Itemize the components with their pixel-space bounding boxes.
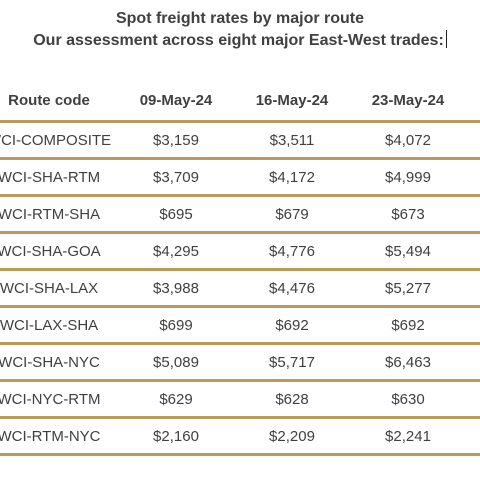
rate-value-cell: $5,494	[350, 232, 466, 271]
row-spacer-cell	[466, 380, 480, 419]
table-row: WCI-SHA-NYC $5,089 $5,717 $6,463	[0, 343, 480, 382]
row-spacer-cell	[466, 195, 480, 234]
rate-value-cell: $2,241	[350, 417, 466, 456]
route-code-cell: WCI-NYC-RTM	[0, 380, 118, 419]
rate-value-cell: $4,295	[118, 232, 234, 271]
row-spacer-cell	[466, 121, 480, 160]
table-row: WCI-SHA-RTM $3,709 $4,172 $4,999	[0, 158, 480, 197]
table-row: WCI-NYC-RTM $629 $628 $630	[0, 380, 480, 419]
rate-value-cell: $6,463	[350, 343, 466, 382]
rate-value-cell: $628	[234, 380, 350, 419]
route-code-cell: WCI-SHA-GOA	[0, 232, 118, 271]
table-body: WCI-COMPOSITE$3,159$3,511$4,072WCI-SHA-R…	[0, 121, 480, 456]
rate-value-cell: $4,072	[350, 121, 466, 160]
row-spacer-cell	[466, 343, 480, 382]
table-subtitle-line: Our assessment across eight major East-W…	[0, 30, 480, 52]
rate-value-cell: $3,159	[118, 121, 234, 160]
table-row: WCI-SHA-LAX $3,988 $4,476 $5,277	[0, 269, 480, 308]
rate-value-cell: $5,089	[118, 343, 234, 382]
rate-value-cell: $4,172	[234, 158, 350, 197]
column-header: Route code	[0, 80, 118, 123]
column-header: 16-May-24	[234, 80, 350, 123]
row-spacer-cell	[466, 158, 480, 197]
route-code-cell: WCI-RTM-NYC	[0, 417, 118, 456]
rate-value-cell: $692	[350, 306, 466, 345]
row-spacer-cell	[466, 417, 480, 456]
rate-value-cell: $630	[350, 380, 466, 419]
column-header: 23-May-24	[350, 80, 466, 123]
route-code-cell: WCI-COMPOSITE	[0, 121, 118, 160]
rates-table-container: Route code 09-May-24 16-May-24 23-May-24…	[0, 80, 480, 456]
column-header: 09-May-24	[118, 80, 234, 123]
table-row: WCI-LAX-SHA $699 $692 $692	[0, 306, 480, 345]
route-code-cell: WCI-LAX-SHA	[0, 306, 118, 345]
row-spacer-cell	[466, 232, 480, 271]
row-spacer-cell	[466, 306, 480, 345]
rate-value-cell: $629	[118, 380, 234, 419]
rate-value-cell: $673	[350, 195, 466, 234]
table-row: WCI-RTM-NYC $2,160 $2,209 $2,241	[0, 417, 480, 456]
table-row: WCI-RTM-SHA $695 $679 $673	[0, 195, 480, 234]
rate-value-cell: $3,511	[234, 121, 350, 160]
table-header-row: Route code 09-May-24 16-May-24 23-May-24	[0, 80, 480, 123]
route-code-cell: WCI-RTM-SHA	[0, 195, 118, 234]
rate-value-cell: $692	[234, 306, 350, 345]
rates-table: Route code 09-May-24 16-May-24 23-May-24…	[0, 80, 480, 456]
rate-value-cell: $4,776	[234, 232, 350, 271]
text-cursor	[445, 30, 447, 48]
rate-value-cell: $3,709	[118, 158, 234, 197]
row-spacer-cell	[466, 269, 480, 308]
rate-value-cell: $5,717	[234, 343, 350, 382]
rate-value-cell: $679	[234, 195, 350, 234]
rate-value-cell: $4,999	[350, 158, 466, 197]
route-code-cell: WCI-SHA-NYC	[0, 343, 118, 382]
rate-value-cell: $695	[118, 195, 234, 234]
rate-value-cell: $3,988	[118, 269, 234, 308]
rate-value-cell: $699	[118, 306, 234, 345]
route-code-cell: WCI-SHA-LAX	[0, 269, 118, 308]
rate-value-cell: $5,277	[350, 269, 466, 308]
rate-value-cell: $2,209	[234, 417, 350, 456]
table-row: WCI-COMPOSITE$3,159$3,511$4,072	[0, 121, 480, 160]
table-title: Spot freight rates by major route	[115, 10, 365, 27]
table-subtitle: Our assessment across eight major East-W…	[33, 32, 444, 49]
rate-value-cell: $4,476	[234, 269, 350, 308]
table-row: WCI-SHA-GOA $4,295 $4,776 $5,494	[0, 232, 480, 271]
column-header-spacer	[466, 80, 480, 123]
rate-value-cell: $2,160	[118, 417, 234, 456]
table-title-block: Spot freight rates by major route Our as…	[0, 8, 480, 52]
route-code-cell: WCI-SHA-RTM	[0, 158, 118, 197]
